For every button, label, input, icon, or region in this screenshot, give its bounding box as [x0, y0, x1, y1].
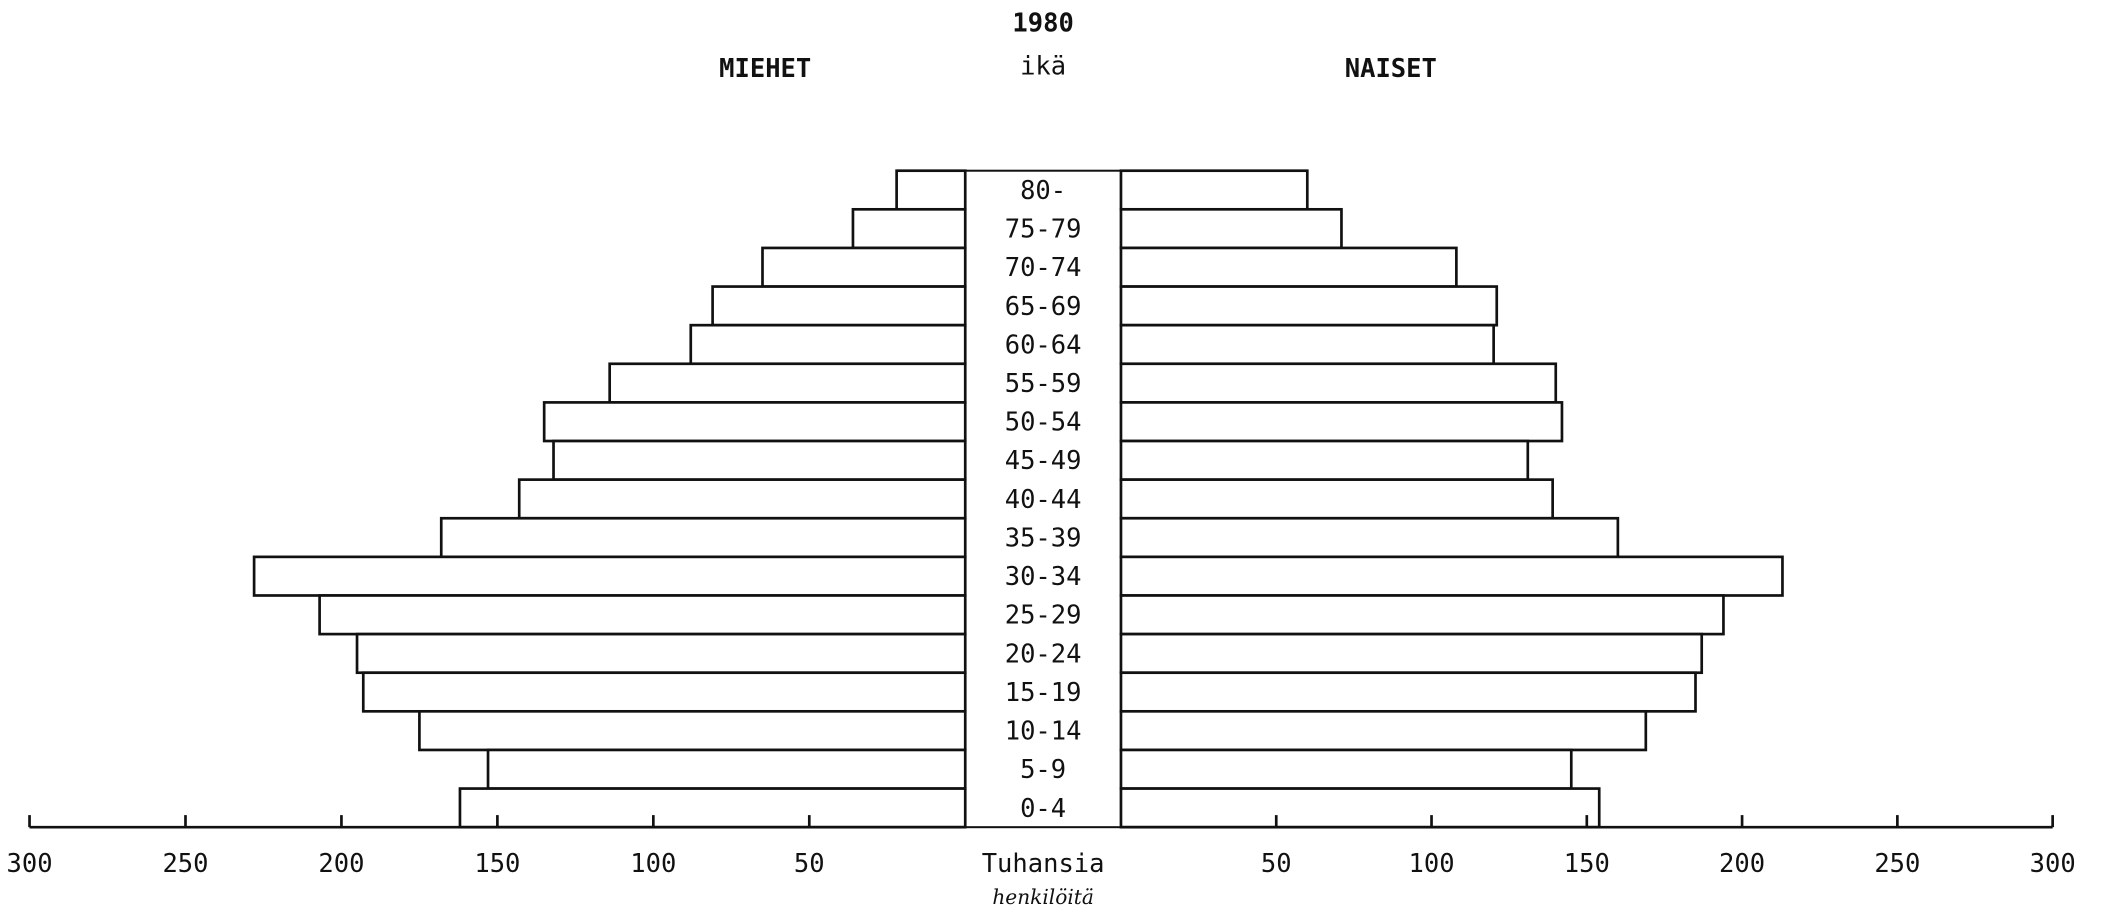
bar	[318, 594, 967, 636]
right-series-label: NAISET	[1345, 54, 1437, 84]
category-label: 10-14	[1005, 717, 1082, 747]
bar	[252, 555, 967, 597]
x-tick-label: 100	[1408, 849, 1454, 879]
bar	[1119, 439, 1530, 481]
x-tick-label: 200	[1719, 849, 1765, 879]
x-tick-label: 50	[794, 849, 825, 879]
category-label: 35-39	[1005, 523, 1082, 553]
bar	[355, 632, 967, 675]
x-tick-label: 200	[318, 849, 364, 879]
bar	[458, 787, 967, 829]
bar	[1119, 478, 1554, 520]
category-label: 25-29	[1005, 601, 1082, 631]
x-tick-label: 300	[2030, 849, 2076, 879]
category-label: 75-79	[1005, 215, 1082, 245]
x-tick-label: 50	[1261, 849, 1292, 879]
bar	[1119, 748, 1573, 790]
bar	[1119, 362, 1558, 404]
bar	[1119, 671, 1697, 713]
category-label: 15-19	[1005, 678, 1082, 708]
bar	[1119, 516, 1620, 559]
bar	[1119, 323, 1495, 366]
category-label: 0-4	[1020, 794, 1066, 824]
bar	[486, 748, 967, 790]
category-label: 20-24	[1005, 639, 1082, 669]
category-label: 30-34	[1005, 562, 1082, 592]
bar	[1119, 709, 1648, 752]
bar	[689, 323, 967, 366]
bar	[1119, 632, 1704, 675]
category-label: 70-74	[1005, 253, 1082, 283]
left-series-label: MIEHET	[719, 54, 811, 84]
bar	[542, 401, 967, 443]
category-label: 60-64	[1005, 330, 1082, 360]
x-tick-label: 250	[1874, 849, 1920, 879]
category-label: 55-59	[1005, 369, 1082, 399]
bar	[517, 478, 967, 520]
bar	[1119, 555, 1784, 597]
x-tick-label: 250	[162, 849, 208, 879]
bar	[895, 169, 967, 211]
category-label: 45-49	[1005, 446, 1082, 476]
bar	[1119, 285, 1499, 327]
bar	[851, 207, 967, 250]
category-label: 65-69	[1005, 292, 1082, 322]
bar	[761, 246, 967, 288]
bar	[361, 671, 967, 713]
category-column	[964, 169, 1122, 829]
x-tick-label: 150	[1564, 849, 1610, 879]
x-axis-label: Tuhansia	[982, 849, 1105, 879]
bar	[1119, 169, 1309, 211]
bar	[439, 516, 967, 559]
bar	[608, 362, 967, 404]
bar	[711, 285, 967, 327]
bar	[1119, 401, 1564, 443]
bar	[1119, 787, 1601, 829]
x-tick-label: 150	[474, 849, 520, 879]
x-tick-label: 100	[630, 849, 676, 879]
category-label: 5-9	[1020, 755, 1066, 785]
category-label: 40-44	[1005, 485, 1082, 515]
bar	[1119, 246, 1458, 288]
chart-title: 1980	[1012, 8, 1073, 38]
bar	[1119, 207, 1343, 250]
category-label: 80-	[1020, 176, 1066, 206]
category-axis-label: ikä	[1020, 51, 1066, 81]
annotation: henkilöitä	[992, 885, 1094, 909]
bar	[418, 709, 967, 752]
bar	[1119, 594, 1725, 636]
x-tick-label: 300	[7, 849, 53, 879]
category-label: 50-54	[1005, 408, 1082, 438]
bar	[552, 439, 967, 481]
